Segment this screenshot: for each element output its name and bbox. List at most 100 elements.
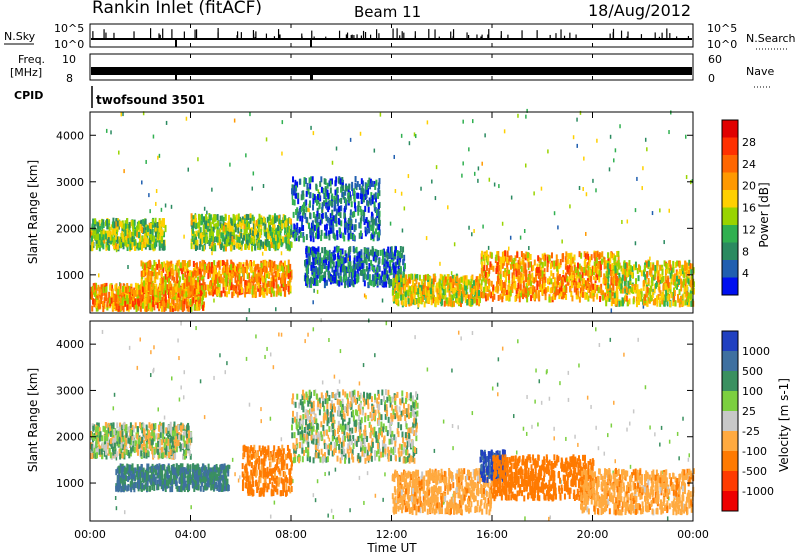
scatter-cell — [571, 257, 574, 264]
scatter-cell — [589, 256, 592, 263]
scatter-cell — [98, 219, 101, 226]
scatter-cell — [178, 296, 181, 303]
scatter-cell — [364, 256, 367, 263]
scatter-cell — [364, 230, 367, 237]
scatter-cell — [144, 235, 147, 242]
scatter-cell — [374, 228, 377, 235]
scatter-cell — [592, 295, 595, 302]
scatter-cell — [508, 295, 511, 302]
scatter-cell — [317, 221, 320, 228]
scatter-cell — [146, 268, 149, 275]
scatter-cell — [375, 209, 378, 216]
scatter-cell — [229, 225, 232, 232]
scatter-cell — [209, 214, 212, 221]
scatter-cell — [158, 262, 161, 269]
scatter-cell — [253, 234, 256, 241]
scatter-cell — [378, 258, 381, 265]
scatter-cell — [327, 262, 330, 269]
scatter-cell — [403, 285, 406, 292]
scatter-cell — [283, 215, 286, 222]
freq-label-line2: [MHz] — [10, 66, 42, 79]
scatter-cell — [263, 288, 266, 295]
scatter-cell — [312, 277, 315, 284]
scatter-cell — [400, 287, 403, 294]
scatter-cell — [347, 188, 350, 195]
scatter-cell — [570, 255, 573, 262]
scatter-cell — [177, 268, 180, 275]
scatter-cell — [325, 249, 328, 256]
scatter-cell — [277, 242, 280, 249]
scatter-cell — [307, 207, 309, 212]
scatter-cell — [251, 227, 254, 234]
scatter-cell — [200, 219, 203, 226]
scatter-cell — [344, 282, 347, 289]
scatter-cell — [610, 293, 613, 300]
scatter-cell — [330, 227, 333, 234]
scatter-cell — [377, 182, 380, 189]
scatter-cell — [273, 238, 276, 245]
scatter-cell — [312, 236, 315, 243]
scatter-cell — [205, 267, 208, 274]
scatter-cell — [499, 293, 502, 300]
scatter-cell — [251, 291, 254, 298]
scatter-cell — [312, 226, 315, 233]
scatter-cell — [378, 231, 381, 238]
scatter-cell — [389, 260, 392, 267]
scatter-cell — [336, 230, 339, 237]
scatter-cell — [446, 279, 449, 286]
scatter-cell — [325, 232, 328, 239]
scatter-cell — [481, 261, 484, 268]
scatter-cell — [95, 294, 98, 301]
scatter-cell — [465, 275, 468, 282]
scatter-cell — [344, 216, 347, 223]
scatter-cell — [141, 240, 144, 247]
scatter-cell — [98, 245, 101, 252]
scatter-cell — [237, 227, 240, 234]
scatter-cell — [96, 305, 99, 312]
scatter-cell — [522, 253, 525, 260]
scatter-cell — [154, 238, 157, 245]
scatter-cell — [149, 223, 152, 230]
scatter-cell — [542, 277, 545, 284]
scatter-cell — [367, 180, 370, 187]
scatter-cell — [264, 282, 267, 289]
scatter-cell — [554, 281, 557, 288]
scatter-cell — [423, 281, 426, 288]
scatter-cell — [118, 302, 121, 309]
scatter-cell — [449, 276, 452, 283]
scatter-cell — [491, 295, 494, 302]
scatter-cell — [186, 274, 189, 281]
scatter-cell — [206, 210, 208, 215]
scatter-cell — [361, 193, 364, 200]
scatter-cell — [119, 283, 122, 290]
scatter-cell — [243, 229, 246, 236]
scatter-cell — [216, 261, 219, 268]
scatter-cell — [565, 251, 568, 258]
scatter-cell — [461, 287, 464, 294]
scatter-cell — [178, 301, 181, 308]
scatter-cell — [264, 278, 267, 285]
scatter-cell — [127, 238, 130, 245]
scatter-cell — [274, 217, 277, 224]
scatter-cell — [315, 199, 318, 206]
scatter-cell — [95, 301, 98, 308]
scatter-cell — [116, 236, 119, 243]
scatter-cell — [483, 265, 486, 272]
scatter-cell — [434, 296, 437, 303]
scatter-cell — [502, 289, 505, 296]
scatter-cell — [287, 259, 290, 266]
scatter-cell — [365, 257, 368, 264]
scatter-cell — [334, 265, 337, 272]
scatter-cell — [509, 263, 512, 270]
scatter-cell — [113, 222, 116, 229]
scatter-cell — [95, 243, 98, 250]
scatter-cell — [216, 272, 219, 279]
scatter-cell — [367, 250, 370, 257]
scatter-cell — [279, 227, 282, 234]
scatter-cell — [210, 262, 213, 269]
scatter-cell — [101, 241, 104, 248]
scatter-cell — [153, 276, 156, 283]
scatter-cell — [451, 278, 454, 285]
scatter-cell — [146, 264, 149, 271]
scatter-cell — [546, 261, 549, 268]
